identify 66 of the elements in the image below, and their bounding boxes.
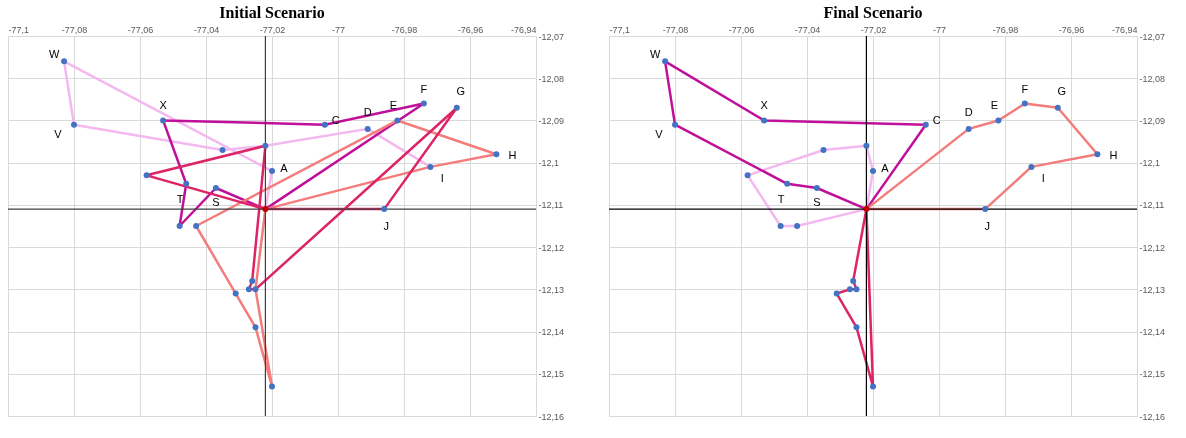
- x-tick-label: -77: [331, 24, 346, 35]
- chart-title: Initial Scenario: [219, 4, 325, 21]
- annotation: G: [1057, 84, 1067, 97]
- x-tick-label: -77,02: [860, 24, 887, 35]
- x-tick-label: -77,1: [609, 24, 631, 35]
- annotation: J: [984, 220, 990, 233]
- x-tick-label: -77,08: [61, 24, 88, 35]
- annotation: X: [760, 99, 769, 112]
- chart-title: Final Scenario: [823, 4, 923, 21]
- y-tick-label: -12,1: [1139, 158, 1161, 169]
- y-tick-label: -12,07: [1139, 31, 1166, 42]
- y-tick-label: -12,16: [1139, 411, 1166, 422]
- annotation: A: [280, 162, 289, 175]
- annotation: V: [54, 127, 63, 140]
- annotation: F: [420, 82, 428, 95]
- annotation: S: [813, 196, 821, 208]
- y-tick-label: -12,13: [1139, 284, 1166, 295]
- y-tick-label: -12,07: [538, 31, 565, 42]
- annotation: E: [389, 99, 398, 112]
- x-tick-label: -77,08: [662, 24, 689, 35]
- annotation: X: [159, 99, 168, 112]
- y-tick-label: -12,08: [538, 73, 565, 84]
- annotation: D: [964, 105, 973, 118]
- x-tick-label: -76,96: [1058, 24, 1085, 35]
- y-tick-label: -12,16: [538, 411, 565, 422]
- y-tick-label: -12,08: [1139, 73, 1166, 84]
- y-tick-label: -12,1: [538, 158, 560, 169]
- annotation: G: [456, 84, 466, 97]
- x-tick-label: -76,94: [510, 24, 537, 35]
- annotation: W: [48, 48, 60, 61]
- annotation: T: [777, 192, 785, 205]
- annotation: I: [440, 171, 444, 184]
- x-tick-label: -77,06: [127, 24, 154, 35]
- x-tick-label: -77,04: [193, 24, 220, 35]
- annotation: C: [932, 113, 941, 126]
- y-tick-label: -12,09: [1139, 115, 1166, 126]
- y-tick-label: -12,13: [538, 284, 565, 295]
- annotation: W: [649, 48, 661, 61]
- annotation: S: [212, 196, 220, 208]
- y-tick-label: -12,11: [1139, 200, 1165, 211]
- y-tick-label: -12,14: [538, 327, 565, 338]
- y-tick-label: -12,12: [538, 242, 565, 253]
- y-tick-label: -12,15: [1139, 369, 1166, 380]
- y-tick-label: -12,14: [1139, 327, 1166, 338]
- y-tick-label: -12,15: [538, 369, 565, 380]
- x-tick-label: -77,06: [728, 24, 755, 35]
- y-tick-label: -12,11: [538, 200, 564, 211]
- annotation: H: [1109, 149, 1118, 162]
- x-tick-label: -76,96: [457, 24, 484, 35]
- x-tick-label: -77,02: [259, 24, 286, 35]
- x-tick-label: -77,1: [8, 24, 30, 35]
- x-tick-label: -77: [932, 24, 947, 35]
- x-tick-label: -77,04: [794, 24, 821, 35]
- x-tick-label: -76,94: [1111, 24, 1138, 35]
- annotation: A: [881, 162, 890, 175]
- y-tick-label: -12,09: [538, 115, 565, 126]
- x-tick-label: -76,98: [391, 24, 418, 35]
- annotation: H: [508, 149, 517, 162]
- annotation: E: [990, 99, 999, 112]
- annotation: J: [383, 220, 389, 233]
- annotation: I: [1041, 171, 1045, 184]
- y-tick-label: -12,12: [1139, 242, 1166, 253]
- annotation: V: [655, 127, 664, 140]
- x-tick-label: -76,98: [992, 24, 1019, 35]
- annotation: D: [363, 105, 372, 118]
- annotation: F: [1021, 82, 1029, 95]
